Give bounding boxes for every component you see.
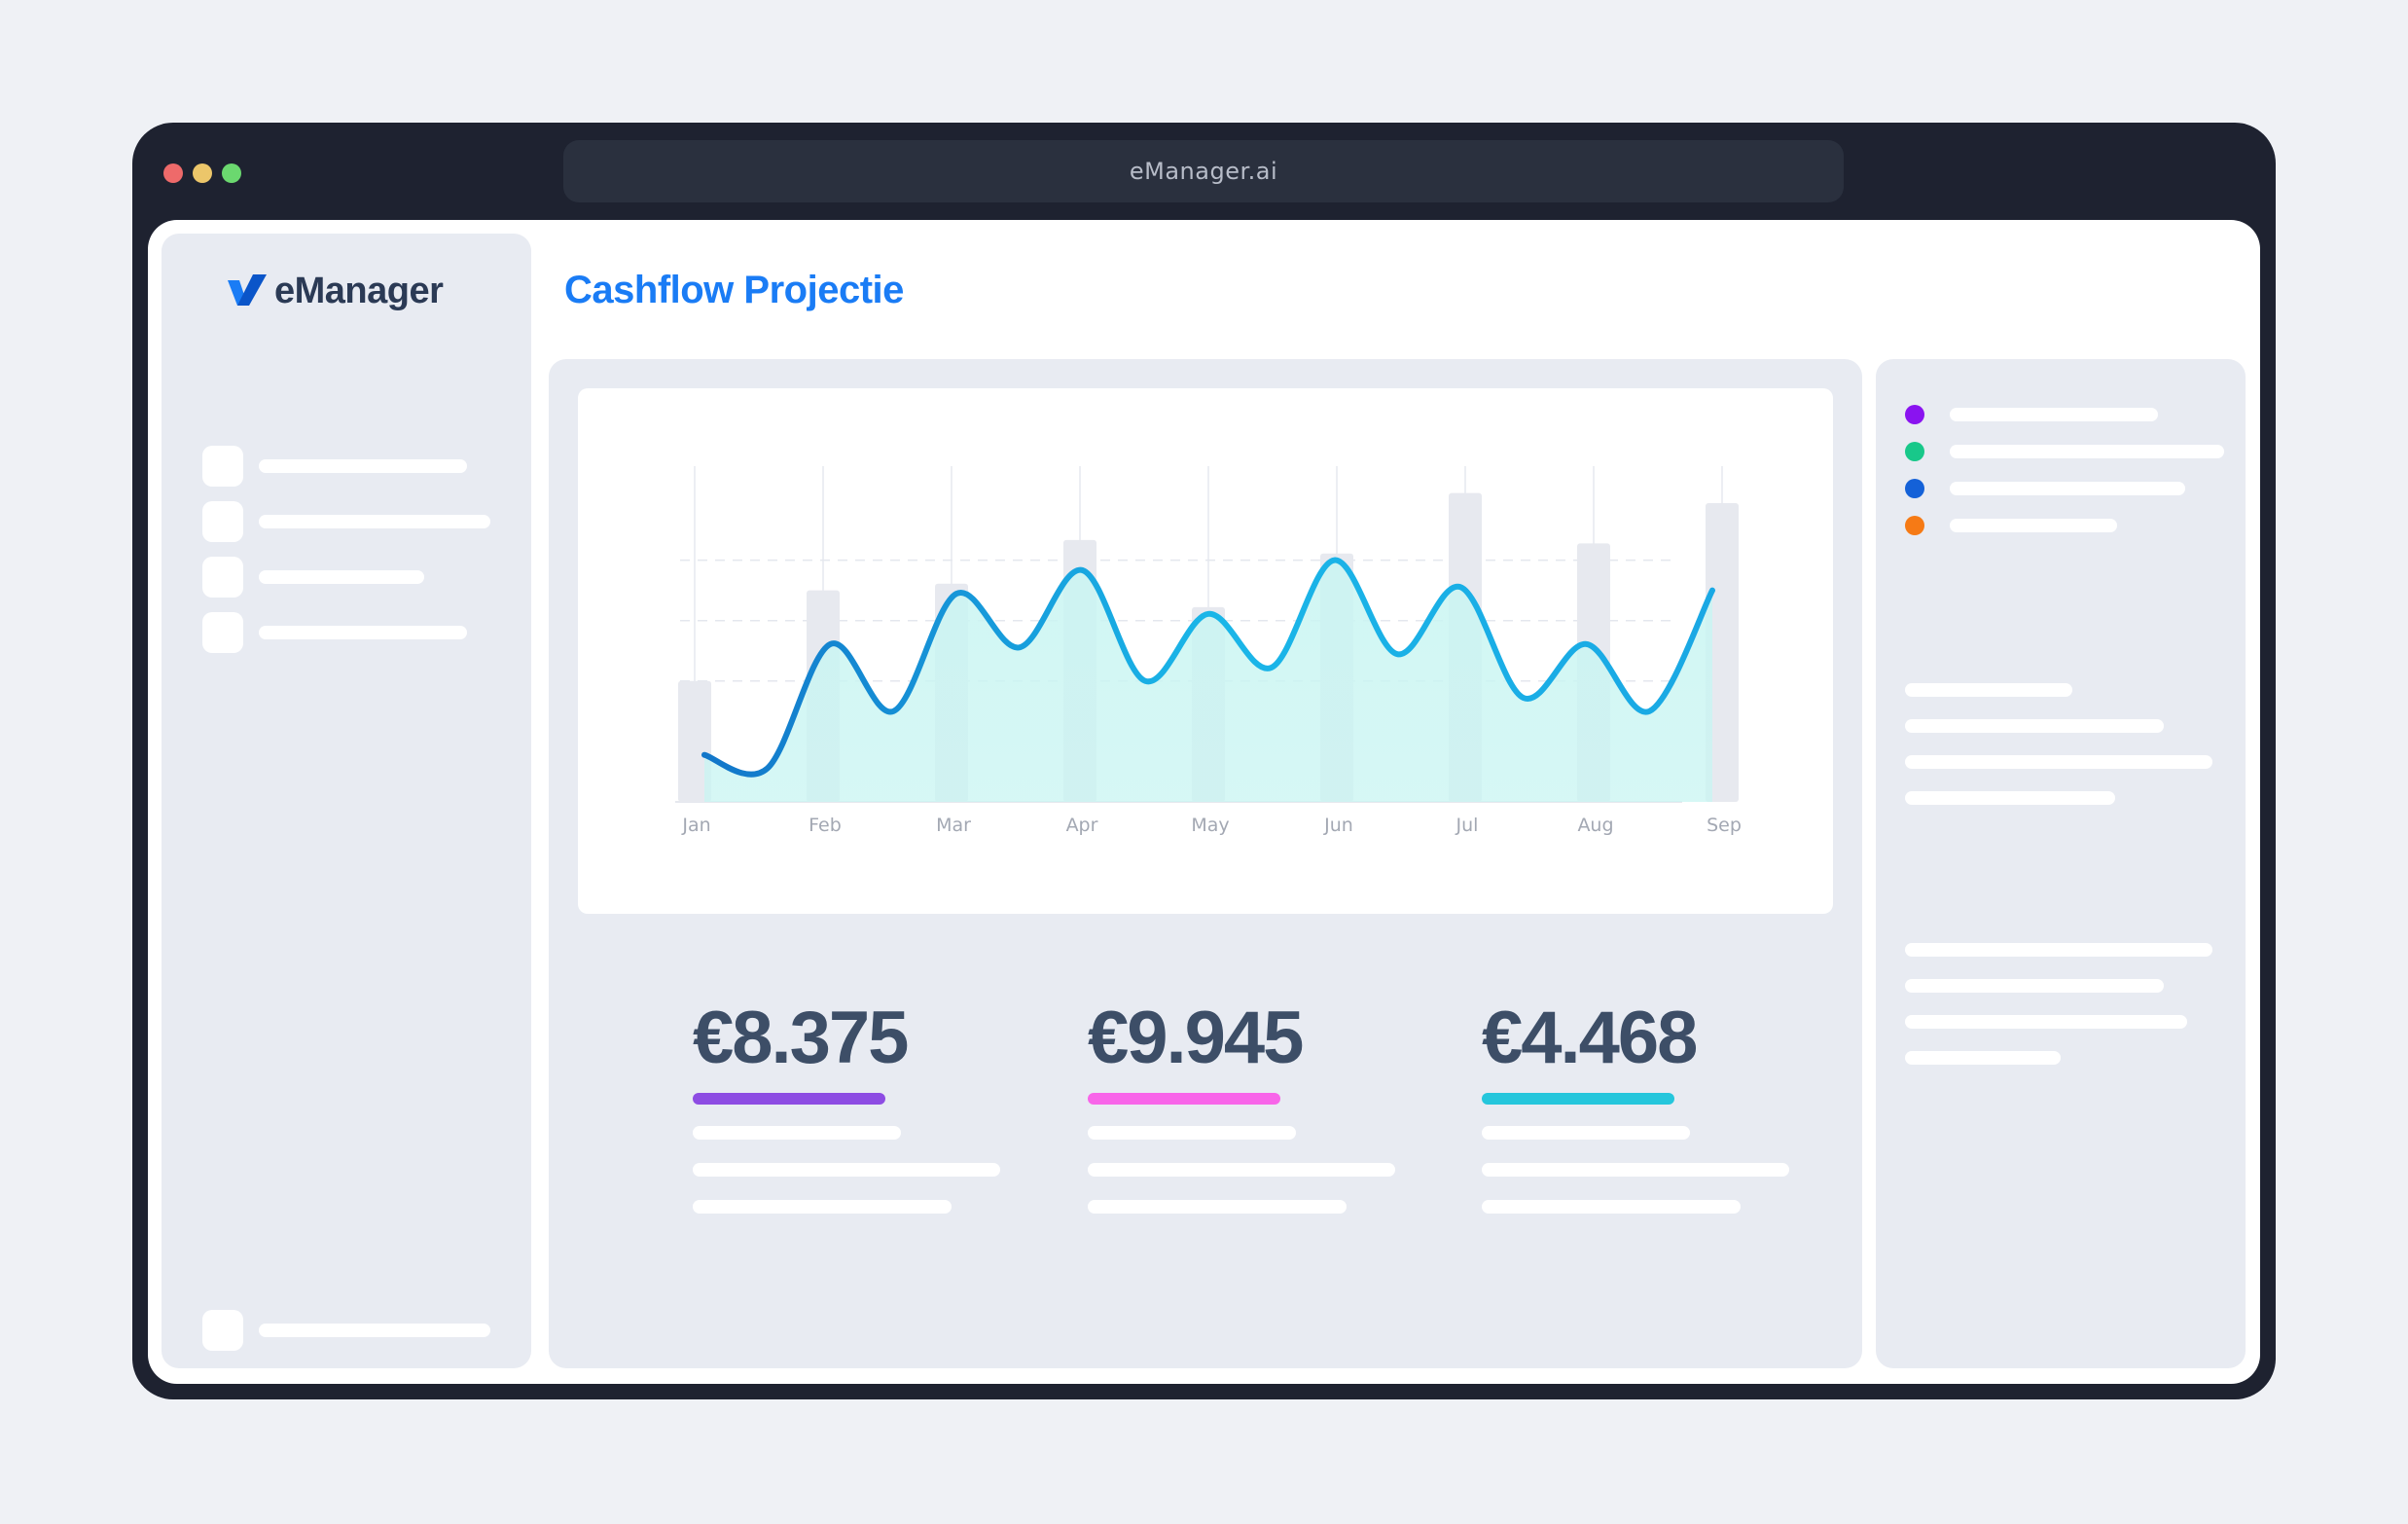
stat-text-placeholder [693,1163,1000,1177]
legend-label-placeholder [1950,519,2117,532]
text-placeholder [1905,719,2164,733]
stat-card-2: €9.945 [1088,1001,1419,1214]
stat-card-1: €8.375 [693,1001,1024,1214]
right-panel [1876,359,2246,1368]
text-placeholder [1905,791,2115,805]
sidebar-item-label-placeholder [259,570,424,584]
text-placeholder [1905,1051,2061,1065]
legend-dot-blue [1905,479,1924,498]
page-title: Cashflow Projectie [564,269,904,311]
text-placeholder [1905,979,2164,993]
stat-accent-bar [1088,1093,1280,1105]
x-tick-label-may: May [1191,815,1229,836]
stat-text-placeholder [1088,1163,1395,1177]
text-placeholder [1905,1015,2187,1029]
sidebar-item-3[interactable] [202,557,424,598]
nav-icon [202,557,243,598]
browser-window: eManager.ai eManager [132,123,2276,1399]
legend-label-placeholder [1950,482,2185,495]
legend-dot-purple [1905,405,1924,424]
stat-accent-bar [1482,1093,1674,1105]
x-tick-label-jun: Jun [1323,815,1353,836]
bar-jan [678,680,711,802]
address-bar[interactable]: eManager.ai [563,140,1844,202]
nav-icon [202,446,243,487]
stat-text-placeholder [1088,1126,1296,1140]
stat-text-placeholder [693,1126,901,1140]
bar-sep [1706,502,1739,802]
stat-text-placeholder [1482,1163,1789,1177]
legend-dot-green [1905,442,1924,461]
legend-item-2 [1905,442,2224,461]
sidebar-item-2[interactable] [202,501,490,542]
sidebar-item-label-placeholder [259,515,490,528]
sidebar-item-1[interactable] [202,446,467,487]
x-tick-label-apr: Apr [1066,815,1098,836]
stat-value: €9.945 [1088,997,1304,1079]
app-content: eManager Cashflow Proje [148,220,2260,1384]
x-tick-label-aug: Aug [1577,815,1613,836]
legend-item-3 [1905,479,2185,498]
text-placeholder [1905,943,2212,957]
close-window-button[interactable] [163,163,183,183]
stat-value: €8.375 [693,997,909,1079]
x-tick-label-sep: Sep [1707,815,1742,836]
sidebar: eManager [162,234,531,1368]
stat-value: €4.468 [1482,997,1698,1079]
logo-text: eManager [274,271,444,311]
x-tick-label-jul: Jul [1456,815,1479,836]
x-tick-label-feb: Feb [809,815,842,836]
nav-icon [202,1310,243,1351]
stat-text-placeholder [1482,1200,1741,1214]
stat-text-placeholder [693,1200,952,1214]
text-placeholder [1905,755,2212,769]
cashflow-chart-card: Jan Feb Mar Apr May Jun Jul Aug Sep [578,388,1833,914]
main-panel: Jan Feb Mar Apr May Jun Jul Aug Sep €8.375 €9.94… [549,359,1862,1368]
maximize-window-button[interactable] [222,163,241,183]
legend-item-4 [1905,516,2117,535]
x-tick-label-mar: Mar [936,815,971,836]
legend-dot-orange [1905,516,1924,535]
stat-text-placeholder [1088,1200,1347,1214]
sidebar-item-label-placeholder [259,1324,490,1337]
legend-label-placeholder [1950,408,2158,421]
text-placeholder [1905,683,2072,697]
legend-label-placeholder [1950,445,2224,458]
stat-card-3: €4.468 [1482,1001,1813,1214]
legend-item-1 [1905,405,2158,424]
cashflow-chart: Jan Feb Mar Apr May Jun Jul Aug Sep [675,466,1742,836]
emanager-logo-icon [228,273,267,306]
x-tick-label-jan: Jan [681,815,710,836]
stat-accent-bar [693,1093,885,1105]
sidebar-item-bottom[interactable] [202,1310,490,1351]
series-area [704,560,1712,802]
series-line [701,557,1715,778]
logo[interactable]: eManager [226,271,444,312]
nav-icon [202,501,243,542]
stat-text-placeholder [1482,1126,1690,1140]
nav-icon [202,612,243,653]
sidebar-item-label-placeholder [259,626,467,639]
minimize-window-button[interactable] [193,163,212,183]
sidebar-item-4[interactable] [202,612,467,653]
sidebar-item-label-placeholder [259,459,467,473]
